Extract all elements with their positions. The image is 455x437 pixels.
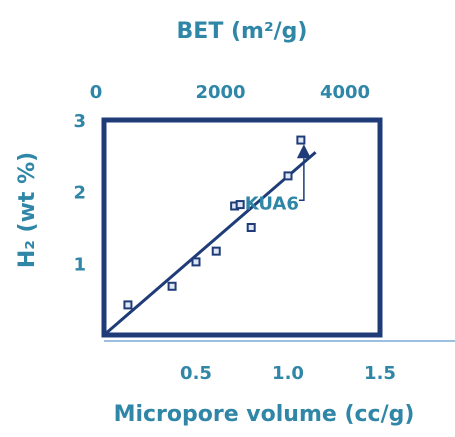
plot-area-frame bbox=[101, 117, 383, 338]
data-point bbox=[283, 171, 293, 181]
top-axis-title: BET (m²/g) bbox=[177, 19, 308, 44]
data-point bbox=[167, 281, 177, 291]
x-tick-label: 0.5 bbox=[180, 363, 212, 384]
y-axis-ticks: 1 2 3 bbox=[73, 111, 86, 275]
data-point bbox=[211, 246, 221, 256]
annotation-label: KUA6 bbox=[245, 193, 299, 214]
x-tick-label: 1.5 bbox=[364, 363, 396, 384]
y-tick-label: 2 bbox=[73, 183, 86, 204]
y-tick-label: 3 bbox=[73, 111, 86, 132]
annotation-leader-line bbox=[298, 158, 305, 201]
regression-line bbox=[103, 151, 317, 337]
data-point bbox=[191, 257, 201, 267]
data-point bbox=[235, 200, 245, 210]
x-tick-label: 1.0 bbox=[272, 363, 304, 384]
top-axis-ticks: 0 2000 4000 bbox=[90, 82, 370, 103]
fit-line-layer bbox=[103, 151, 317, 337]
y-tick-label: 1 bbox=[73, 254, 86, 275]
data-point bbox=[246, 223, 256, 232]
y-axis-title: H₂ (wt %) bbox=[15, 152, 40, 268]
top-tick-label: 0 bbox=[90, 82, 103, 103]
annotation-layer: KUA6 bbox=[245, 144, 311, 214]
data-points-layer bbox=[123, 135, 306, 310]
data-point bbox=[296, 135, 306, 145]
top-tick-label: 2000 bbox=[195, 82, 245, 103]
x-axis-ticks: 0.5 1.0 1.5 bbox=[180, 363, 396, 384]
x-axis-title: Micropore volume (cc/g) bbox=[114, 402, 415, 427]
data-point bbox=[123, 300, 133, 310]
annotation-arrowhead bbox=[296, 144, 311, 159]
top-tick-label: 4000 bbox=[320, 82, 370, 103]
